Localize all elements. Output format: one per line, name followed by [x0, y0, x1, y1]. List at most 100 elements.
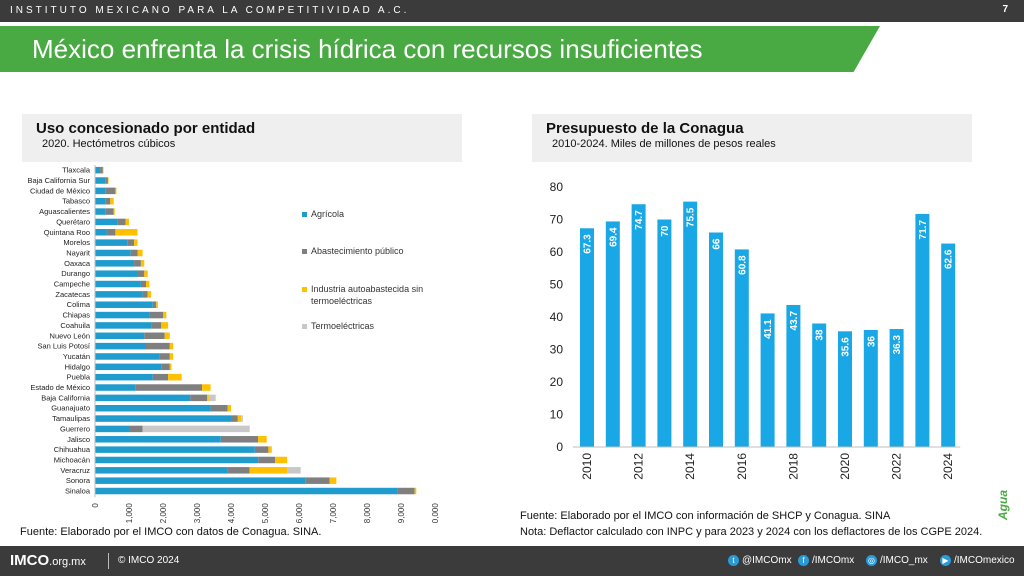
bar-segment-2: [258, 456, 276, 464]
state-label: Quintana Roo: [44, 228, 90, 237]
footer: IMCO.org.mx © IMCO 2024 t @IMCOmx f/IMCOm…: [0, 546, 1024, 576]
organization-name: INSTITUTO MEXICANO PARA LA COMPETITIVIDA…: [10, 5, 410, 16]
bar-segment-2: [105, 187, 116, 195]
facebook-icon: f: [798, 555, 809, 566]
legend-swatch: [302, 212, 307, 217]
bar-segment-1: [95, 311, 150, 319]
state-label: Chiapas: [62, 311, 90, 320]
budget-bar: [605, 221, 620, 447]
bar-segment-1: [95, 384, 136, 391]
bar-segment-2: [149, 311, 163, 319]
x-tick-label: 2010: [580, 453, 594, 480]
bar-segment-2: [100, 166, 103, 174]
left-chart-subtitle: 2020. Hectómetros cúbicos: [42, 138, 176, 150]
y-tick-label: 20: [550, 375, 564, 389]
x-tick-label: 2,000: [159, 503, 168, 524]
x-tick-label: 9,000: [397, 503, 406, 524]
bar-segment-4: [208, 394, 216, 402]
bar-value-label: 75.5: [686, 207, 697, 227]
legend-swatch: [302, 249, 307, 254]
bar-segment-2: [305, 477, 330, 484]
bar-segment-1: [95, 291, 143, 298]
bar-segment-3: [163, 311, 167, 319]
state-label: Puebla: [67, 373, 91, 382]
bar-segment-1: [95, 301, 153, 308]
bar-segment-2: [142, 291, 148, 298]
social-instagram[interactable]: ◎/IMCO_mx: [866, 555, 928, 567]
bar-segment-3: [169, 342, 174, 350]
right-chart-subtitle: 2010-2024. Miles de millones de pesos re…: [552, 138, 776, 150]
bar-segment-2: [159, 353, 170, 360]
bar-value-label: 36: [866, 336, 877, 348]
state-label: Chihuahua: [54, 445, 91, 454]
bar-segment-1: [95, 322, 152, 329]
bar-segment-2: [135, 384, 203, 391]
bar-segment-3: [329, 477, 337, 484]
twitter-icon: t: [728, 555, 739, 566]
y-tick-label: 50: [550, 278, 564, 292]
bar-segment-2: [140, 280, 146, 288]
bar-segment-2: [129, 425, 143, 433]
state-label: Tamaulipas: [52, 414, 90, 423]
bar-segment-1: [95, 332, 145, 340]
state-label: Tabasco: [62, 197, 90, 206]
bar-segment-2: [106, 229, 116, 236]
x-tick-label: 2012: [632, 453, 646, 480]
bar-segment-1: [95, 280, 141, 288]
state-label: Jalisco: [67, 435, 90, 444]
bar-segment-3: [227, 404, 231, 412]
state-label: Durango: [61, 269, 90, 278]
state-label: Ciudad de México: [30, 186, 90, 195]
bar-value-label: 70: [660, 225, 671, 237]
right-chart-note: Nota: Deflactor calculado con INPC y par…: [520, 526, 983, 538]
bar-segment-2: [105, 208, 114, 215]
bar-segment-3: [115, 229, 138, 236]
state-label: Campeche: [54, 280, 90, 289]
bar-value-label: 69.4: [608, 227, 619, 247]
topic-tag: Agua: [996, 490, 1010, 520]
bar-segment-3: [169, 363, 172, 371]
social-twitter[interactable]: t @IMCOmx: [728, 555, 792, 566]
social-facebook[interactable]: f/IMCOmx: [798, 555, 854, 566]
bar-value-label: 43.7: [789, 311, 800, 331]
x-tick-label: 7,000: [329, 503, 338, 524]
bar-segment-3: [110, 197, 114, 205]
title-banner: México enfrenta la crisis hídrica con re…: [0, 26, 880, 72]
bar-segment-1: [95, 373, 153, 381]
bar-segment-1: [95, 342, 146, 350]
state-label: Guanajuato: [51, 404, 90, 413]
bar-segment-3: [169, 353, 174, 360]
y-tick-label: 80: [550, 180, 564, 194]
social-youtube[interactable]: ▶/IMCOmexico: [940, 555, 1015, 566]
bar-segment-1: [95, 487, 398, 495]
bar-segment-1: [95, 260, 135, 267]
budget-bar: [657, 219, 672, 447]
state-label: Yucatán: [63, 352, 90, 361]
youtube-icon: ▶: [940, 555, 951, 566]
legend-swatch: [302, 324, 307, 329]
copyright: © IMCO 2024: [118, 555, 180, 566]
bar-segment-1: [95, 218, 118, 226]
bar-segment-2: [105, 197, 111, 205]
x-tick-label: 5,000: [261, 503, 270, 524]
bar-segment-2: [152, 301, 157, 308]
bar-segment-2: [105, 177, 108, 184]
y-tick-label: 60: [550, 245, 564, 259]
bar-segment-2: [397, 487, 415, 495]
bar-value-label: 67.3: [583, 234, 594, 254]
state-label: Morelos: [63, 238, 90, 247]
bar-segment-3: [102, 166, 104, 174]
budget-bar: [812, 323, 827, 447]
legend-label: Industria autoabastecida sin termoeléctri…: [311, 284, 423, 306]
bar-segment-3: [125, 218, 129, 226]
bar-value-label: 36.3: [892, 335, 903, 355]
budget-bar: [631, 204, 646, 447]
bar-segment-4: [142, 425, 250, 433]
bar-segment-3: [147, 291, 152, 298]
budget-bar: [786, 304, 801, 447]
y-tick-label: 10: [550, 408, 564, 422]
footer-divider: [108, 553, 109, 569]
bar-segment-2: [227, 467, 250, 474]
bar-value-label: 41.1: [763, 319, 774, 339]
state-label: Tlaxcala: [62, 166, 91, 175]
